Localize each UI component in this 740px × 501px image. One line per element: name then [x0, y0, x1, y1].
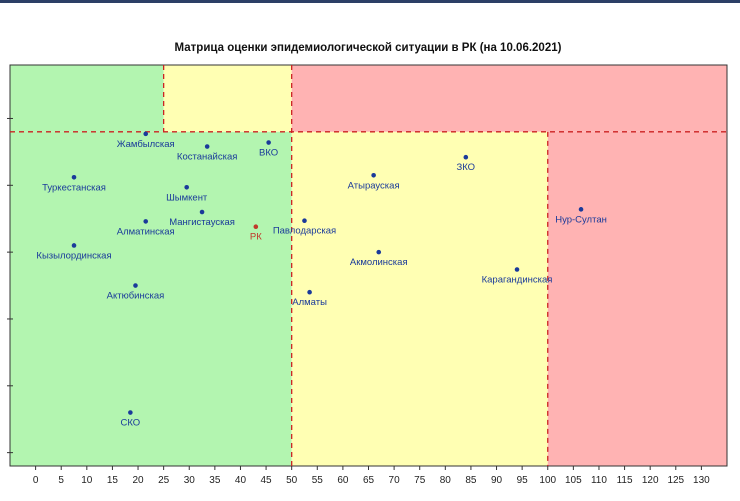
- data-point-label: Кызылординская: [36, 250, 111, 261]
- data-point: [578, 207, 584, 212]
- data-point-label: Шымкент: [166, 192, 208, 203]
- zone-1: [163, 65, 292, 132]
- x-tick-label: 100: [539, 475, 556, 486]
- data-point: [133, 283, 138, 288]
- x-tick-label: 25: [158, 475, 170, 486]
- data-point: [128, 410, 133, 415]
- x-tick-label: 110: [591, 475, 607, 486]
- x-tick-label: 95: [517, 475, 529, 486]
- data-point-label: Карагандинская: [482, 275, 553, 286]
- data-point: [266, 140, 271, 145]
- data-point: [143, 131, 149, 137]
- x-tick-label: 50: [286, 475, 298, 486]
- x-tick-label: 130: [693, 475, 710, 486]
- x-tick-label: 5: [58, 475, 64, 486]
- data-point-label: ЗКО: [457, 162, 476, 173]
- zone-0: [10, 65, 164, 132]
- threshold-layer: [10, 65, 727, 466]
- chart-title: Матрица оценки эпидемиологической ситуац…: [175, 42, 562, 54]
- data-point-label: Акмолинская: [350, 257, 408, 268]
- x-tick-label: 20: [132, 475, 144, 486]
- data-point-label: ВКО: [259, 148, 278, 159]
- data-point: [376, 249, 382, 255]
- x-tick-label: 10: [81, 475, 93, 486]
- x-tick-label: 65: [363, 475, 375, 486]
- data-point-label: Павлодарская: [273, 226, 336, 237]
- data-point: [204, 144, 210, 149]
- data-point-label: РК: [250, 232, 262, 243]
- data-point-label: Алматы: [292, 297, 327, 308]
- zone-layer: [10, 65, 727, 467]
- zone-4: [291, 131, 548, 467]
- zone-2: [291, 65, 727, 132]
- chart-svg: Матрица оценки эпидемиологической ситуац…: [7, 42, 728, 486]
- axis-layer: 0 5 10 15 20 25 30 35 40 45 50 55 60 65 70 75 80 85 90 95 10…: [7, 64, 728, 486]
- data-point: [199, 209, 205, 215]
- x-tick-label: 55: [312, 475, 324, 486]
- data-point: [184, 185, 189, 190]
- x-tick-label: 15: [107, 475, 119, 486]
- data-point: [514, 267, 520, 272]
- x-tick-label: 60: [337, 475, 349, 486]
- x-tick-label: 125: [667, 475, 684, 486]
- x-tick-label: 70: [389, 475, 401, 486]
- data-point: [371, 172, 376, 178]
- data-point-label: Актюбинская: [107, 291, 165, 302]
- point-layer: Жамбылская ВКО Костанайская Туркестанская Шы…: [36, 131, 607, 429]
- data-point: [463, 154, 469, 160]
- zone-3: [10, 131, 292, 467]
- data-point-label: Жамбылская: [117, 139, 175, 150]
- data-point-label: Алматинская: [117, 226, 175, 237]
- data-point: [143, 219, 149, 224]
- x-tick-label: 90: [491, 475, 503, 486]
- x-tick-label: 120: [642, 475, 659, 486]
- x-tick-label: 35: [209, 475, 221, 486]
- data-point-label: Мангистауская: [169, 217, 235, 228]
- data-point: [71, 174, 77, 180]
- x-tick-label: 45: [261, 475, 273, 486]
- x-tick-label: 75: [414, 475, 426, 486]
- x-tick-label: 40: [235, 475, 247, 486]
- x-tick-label: 105: [565, 475, 582, 486]
- x-tick-label: 80: [440, 475, 452, 486]
- data-point: [307, 289, 312, 295]
- x-tick-label: 85: [465, 475, 477, 486]
- x-tick-label: 115: [617, 475, 633, 486]
- data-point-label: СКО: [121, 418, 141, 429]
- x-tick-label: 30: [184, 475, 196, 486]
- data-point: [302, 218, 307, 224]
- data-point: [71, 243, 77, 248]
- data-point-label: Нур-Султан: [555, 214, 607, 225]
- data-point-label: Туркестанская: [42, 182, 106, 193]
- zone-5: [547, 131, 727, 467]
- data-point: [253, 224, 259, 230]
- x-tick-label: 0: [33, 475, 39, 486]
- data-point-label: Костанайская: [177, 152, 237, 163]
- data-point-label: Атырауская: [348, 180, 400, 191]
